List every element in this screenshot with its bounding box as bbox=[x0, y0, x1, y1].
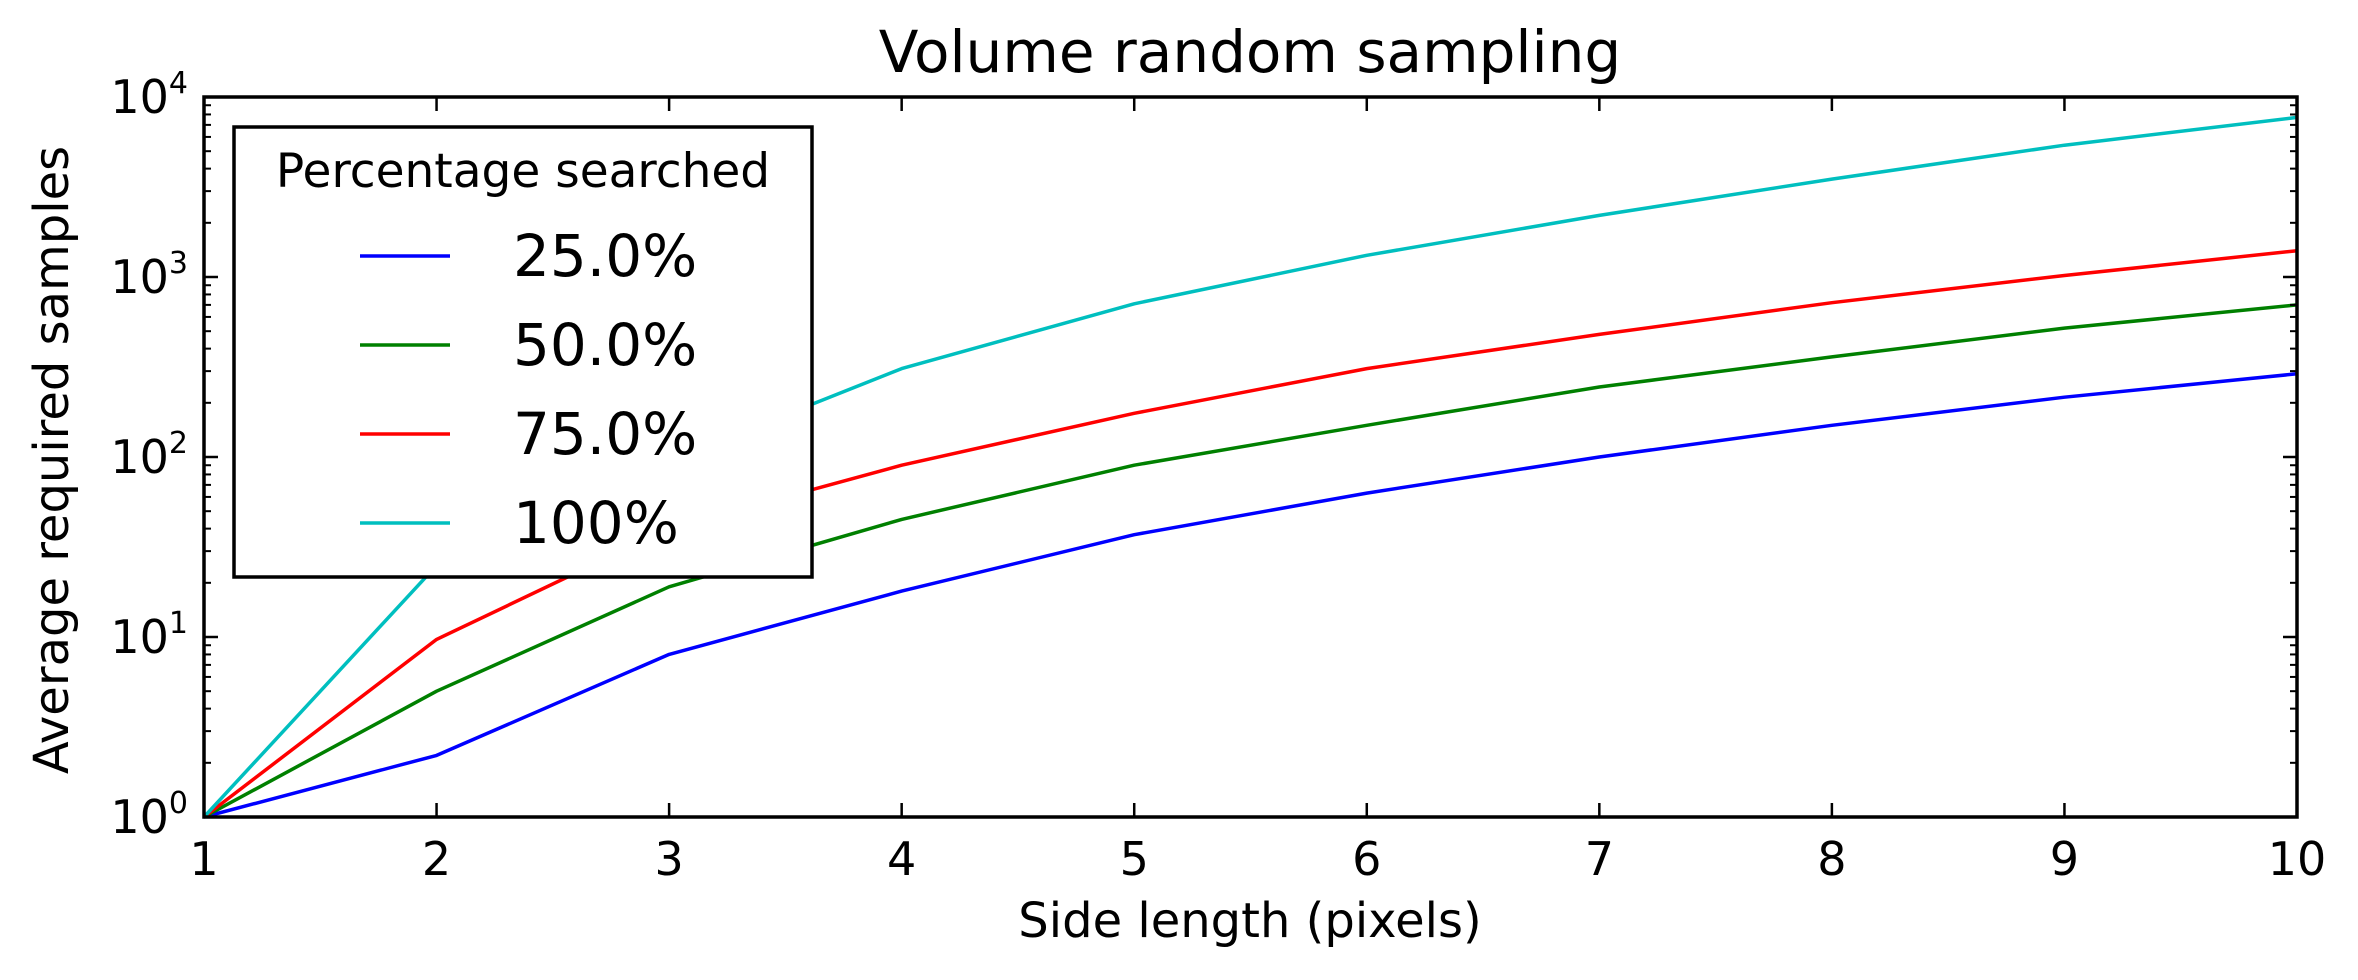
x-tick-label: 2 bbox=[422, 832, 451, 886]
x-tick-label: 3 bbox=[654, 832, 683, 886]
x-tick-label: 5 bbox=[1120, 832, 1149, 886]
y-tick-label: 104 bbox=[110, 66, 188, 124]
legend-label-3: 100% bbox=[513, 489, 679, 557]
tick-layer: 1 2 3 4 5 6 7 8 9 10 100 101 102 103 104 bbox=[110, 66, 2326, 886]
y-tick-label: 101 bbox=[110, 606, 188, 664]
x-tick-label: 8 bbox=[1817, 832, 1846, 886]
chart-title: Volume random sampling bbox=[879, 18, 1621, 86]
x-tick-label: 6 bbox=[1352, 832, 1381, 886]
legend-title: Percentage searched bbox=[276, 144, 770, 199]
legend-box bbox=[232, 125, 814, 579]
x-tick-label: 9 bbox=[2050, 832, 2079, 886]
x-tick-label: 7 bbox=[1585, 832, 1614, 886]
x-tick-label: 1 bbox=[189, 832, 218, 886]
legend-label-1: 50.0% bbox=[513, 311, 697, 379]
y-tick-label: 103 bbox=[110, 246, 188, 304]
x-axis-label: Side length (pixels) bbox=[1018, 893, 1481, 949]
legend: Percentage searched 25.0% 50.0% 75.0% 100% bbox=[232, 125, 814, 579]
series-line-1 bbox=[203, 303, 2298, 819]
legend-label-0: 25.0% bbox=[513, 222, 697, 290]
y-tick-label: 102 bbox=[110, 426, 188, 484]
legend-label-2: 75.0% bbox=[513, 400, 697, 468]
series-line-2 bbox=[202, 248, 2298, 819]
y-axis-label: Average required samples bbox=[24, 146, 80, 774]
x-tick-label: 4 bbox=[887, 832, 916, 886]
y-tick-label: 100 bbox=[110, 786, 188, 844]
series-line-0 bbox=[203, 372, 2298, 819]
x-tick-label: 10 bbox=[2268, 832, 2327, 886]
